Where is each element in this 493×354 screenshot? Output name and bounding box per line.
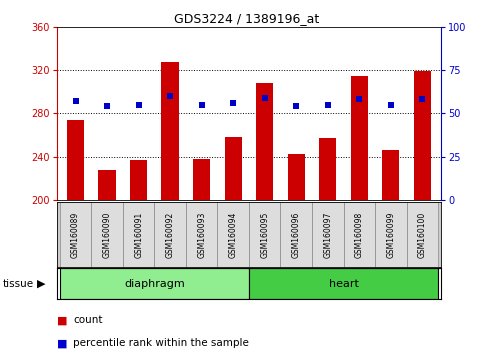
Text: heart: heart [329, 279, 358, 289]
Bar [123, 202, 154, 267]
Bar [186, 202, 217, 267]
Text: GSM160097: GSM160097 [323, 211, 332, 258]
Bar [414, 71, 431, 200]
Bar [281, 202, 312, 267]
Bar [130, 160, 147, 200]
Bar [249, 268, 438, 299]
Bar [407, 202, 438, 267]
Bar [312, 202, 344, 267]
Bar [154, 202, 186, 267]
Bar [375, 202, 407, 267]
Bar [60, 268, 249, 299]
Bar [287, 154, 305, 200]
Bar [67, 120, 84, 200]
Bar [99, 170, 116, 200]
Text: GDS3224 / 1389196_at: GDS3224 / 1389196_at [174, 12, 319, 25]
Bar [382, 150, 399, 200]
Bar [217, 202, 249, 267]
Bar [351, 76, 368, 200]
Text: ■: ■ [57, 315, 67, 325]
Bar [256, 83, 274, 200]
Text: GSM160096: GSM160096 [292, 211, 301, 258]
Text: GSM160092: GSM160092 [166, 211, 175, 258]
Text: GSM160091: GSM160091 [134, 211, 143, 258]
Text: GSM160094: GSM160094 [229, 211, 238, 258]
Text: GSM160099: GSM160099 [387, 211, 395, 258]
Bar [60, 202, 91, 267]
Text: GSM160098: GSM160098 [355, 211, 364, 258]
Bar [344, 202, 375, 267]
Bar [162, 62, 179, 200]
Bar [193, 159, 211, 200]
Text: GSM160089: GSM160089 [71, 211, 80, 258]
Bar [249, 202, 281, 267]
Text: ■: ■ [57, 338, 67, 348]
Text: tissue: tissue [2, 279, 34, 289]
Text: percentile rank within the sample: percentile rank within the sample [73, 338, 249, 348]
Text: GSM160095: GSM160095 [260, 211, 269, 258]
Text: ▶: ▶ [36, 279, 45, 289]
Bar [91, 202, 123, 267]
Bar [224, 137, 242, 200]
Bar [319, 138, 336, 200]
Text: GSM160090: GSM160090 [103, 211, 111, 258]
Text: GSM160100: GSM160100 [418, 211, 427, 258]
Text: count: count [73, 315, 103, 325]
Text: GSM160093: GSM160093 [197, 211, 206, 258]
Text: diaphragm: diaphragm [124, 279, 185, 289]
